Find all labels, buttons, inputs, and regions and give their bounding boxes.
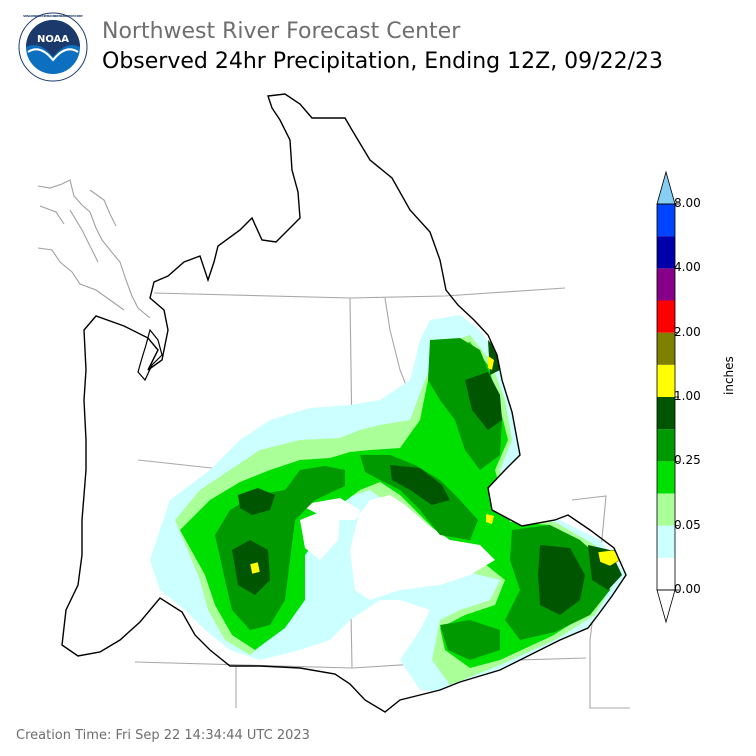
colorbar-under-triangle — [656, 589, 676, 624]
map-title: Observed 24hr Precipitation, Ending 12Z,… — [102, 49, 663, 74]
colorbar-box — [657, 493, 675, 526]
creation-time: Creation Time: Fri Sep 22 14:34:44 UTC 2… — [16, 728, 310, 743]
colorbar-boxes — [657, 204, 675, 590]
colorbar-box — [657, 332, 675, 365]
colorbar-box — [657, 429, 675, 462]
colorbar-tick-label: 4.00 — [674, 260, 701, 275]
basin-outline — [61, 93, 627, 713]
puget-sound-outline — [137, 328, 163, 382]
colorbar-tick-label: 1.00 — [674, 389, 701, 403]
agency-title: Northwest River Forecast Center — [102, 19, 461, 44]
logo-text: NOAA — [37, 34, 69, 45]
colorbar-box — [657, 236, 675, 269]
colorbar-box — [657, 397, 675, 430]
colorbar-box — [657, 268, 675, 301]
colorbar-box — [657, 525, 675, 558]
colorbar-ticks — [675, 203, 679, 591]
colorbar-box — [657, 204, 675, 237]
colorbar-tick-label: 0.00 — [674, 582, 701, 596]
colorbar-box — [657, 300, 675, 333]
colorbar-tick-label: 0.25 — [674, 453, 701, 468]
precipitation-field — [150, 315, 626, 692]
colorbar-tick-label: 2.00 — [674, 324, 701, 339]
units-label: inches — [722, 356, 736, 395]
coastline — [37, 179, 151, 319]
colorbar-over-triangle — [656, 170, 676, 205]
colorbar-box — [657, 557, 675, 590]
colorbar-tick-label: 0.05 — [674, 517, 701, 532]
colorbar-box — [657, 364, 675, 397]
noaa-logo: NOAA NATIONAL OCEANIC AND ATMOSPHERIC AD… — [18, 12, 88, 82]
colorbar-box — [657, 461, 675, 494]
colorbar-tick-label: 8.00 — [674, 196, 701, 210]
logo-ring-text: NATIONAL OCEANIC AND ATMOSPHERIC ADMINIS… — [23, 14, 83, 18]
